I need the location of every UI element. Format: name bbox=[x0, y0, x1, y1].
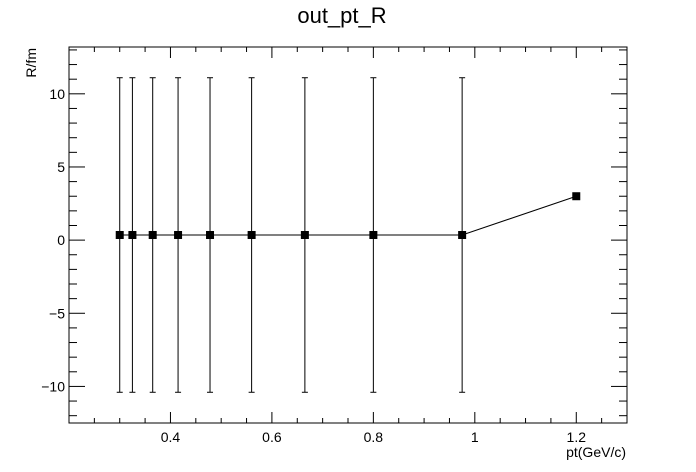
data-point bbox=[300, 231, 309, 239]
data-point bbox=[128, 231, 137, 239]
x-tick-label: 1 bbox=[471, 429, 479, 445]
x-tick-label: 0.8 bbox=[364, 429, 384, 445]
y-axis-label: R/fm bbox=[23, 48, 39, 78]
x-axis-label: pt(GeV/c) bbox=[566, 444, 626, 460]
data-point bbox=[148, 231, 157, 239]
chart-title: out_pt_R bbox=[297, 3, 386, 28]
axes: 0.4 0.6 0.8 1 1.2 −10 −5 0 5 10 bbox=[41, 47, 628, 445]
x-tick-label: 0.4 bbox=[161, 429, 181, 445]
data-point bbox=[174, 231, 183, 239]
x-tick-label: 0.6 bbox=[262, 429, 282, 445]
y-tick-label: −5 bbox=[49, 305, 65, 321]
data-markers bbox=[115, 192, 581, 239]
data-point bbox=[247, 231, 256, 239]
data-point bbox=[206, 231, 215, 239]
data-point bbox=[369, 231, 378, 239]
y-tick-label: −10 bbox=[41, 378, 65, 394]
data-point bbox=[458, 231, 467, 239]
y-tick-label: 5 bbox=[57, 159, 65, 175]
data-point bbox=[115, 231, 124, 239]
y-tick-label: 0 bbox=[57, 232, 65, 248]
y-tick-label: 10 bbox=[49, 86, 65, 102]
data-point bbox=[572, 192, 581, 201]
x-tick-label: 1.2 bbox=[567, 429, 587, 445]
series-line bbox=[119, 195, 577, 236]
